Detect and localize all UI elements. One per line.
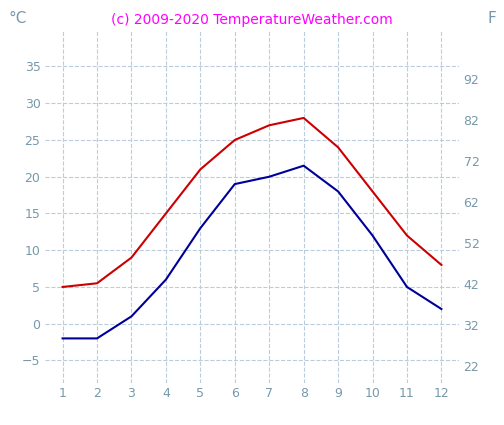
Text: °C: °C (8, 11, 27, 26)
Title: (c) 2009-2020 TemperatureWeather.com: (c) 2009-2020 TemperatureWeather.com (111, 13, 393, 27)
Text: F: F (487, 11, 496, 26)
